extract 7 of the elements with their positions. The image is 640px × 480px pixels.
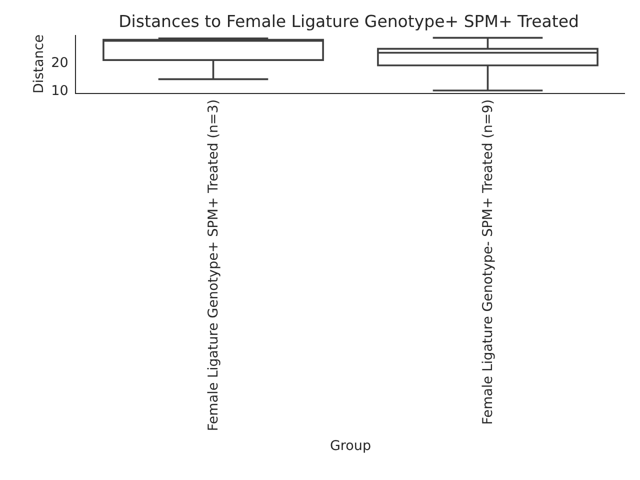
x-tick-label: Female Ligature Genotype- SPM+ Treated (n=9) [480,99,496,425]
x-axis-title: Group [330,438,372,454]
y-axis-title: Distance [30,34,47,94]
x-tick-label: Female Ligature Genotype+ SPM+ Treated (n=3) [206,99,222,432]
y-tick-label: 20 [51,54,68,71]
chart-title: Distances to Female Ligature Genotype+ SPM+ Treated [118,12,579,31]
y-tick-label: 10 [51,82,68,99]
